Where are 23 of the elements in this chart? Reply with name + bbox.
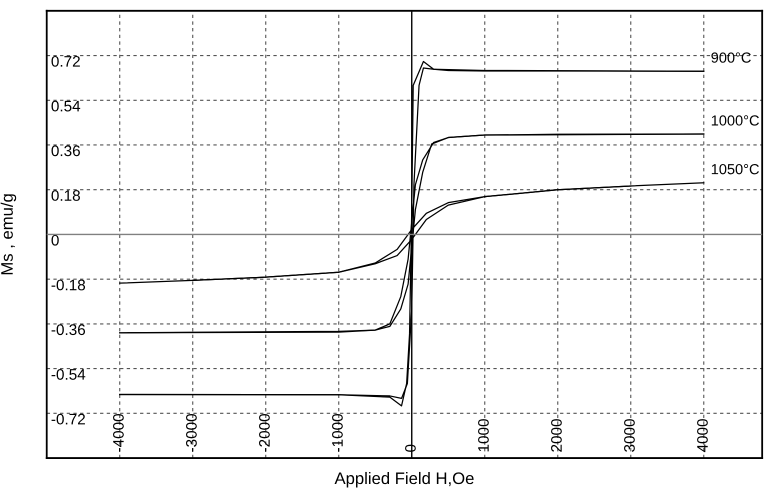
y-axis-title: Ms , emu/g bbox=[0, 194, 16, 274]
y-tick-label: -0.36 bbox=[52, 324, 86, 336]
x-tick-label: 1000 bbox=[478, 419, 489, 452]
y-tick-label: -0.72 bbox=[52, 414, 85, 425]
y-tick-label: 0 bbox=[51, 234, 59, 246]
y-tick-label: -0.18 bbox=[52, 280, 86, 290]
y-tick-label: 0.72 bbox=[51, 56, 80, 67]
x-tick-label: -3000 bbox=[186, 414, 197, 452]
y-tick-label: -0.54 bbox=[52, 369, 86, 380]
x-tick-label: -1000 bbox=[332, 414, 343, 452]
x-tick-label: -4000 bbox=[113, 414, 124, 452]
y-tick-label: 0.18 bbox=[51, 190, 80, 201]
x-tick-label: 3000 bbox=[624, 419, 635, 452]
x-tick-label: 0 bbox=[405, 444, 416, 452]
series-label: 900°C bbox=[711, 52, 751, 63]
series-label: 1000°C bbox=[712, 115, 759, 126]
y-tick-label: 0.54 bbox=[51, 100, 80, 112]
x-tick-label: 2000 bbox=[551, 419, 562, 452]
y-tick-label: 0.36 bbox=[51, 145, 80, 156]
x-tick-label: -2000 bbox=[259, 414, 270, 452]
series-label: 1050°C bbox=[712, 164, 759, 174]
x-tick-label: 4000 bbox=[697, 419, 708, 452]
x-axis-title: Applied Field H,Oe bbox=[334, 472, 474, 488]
